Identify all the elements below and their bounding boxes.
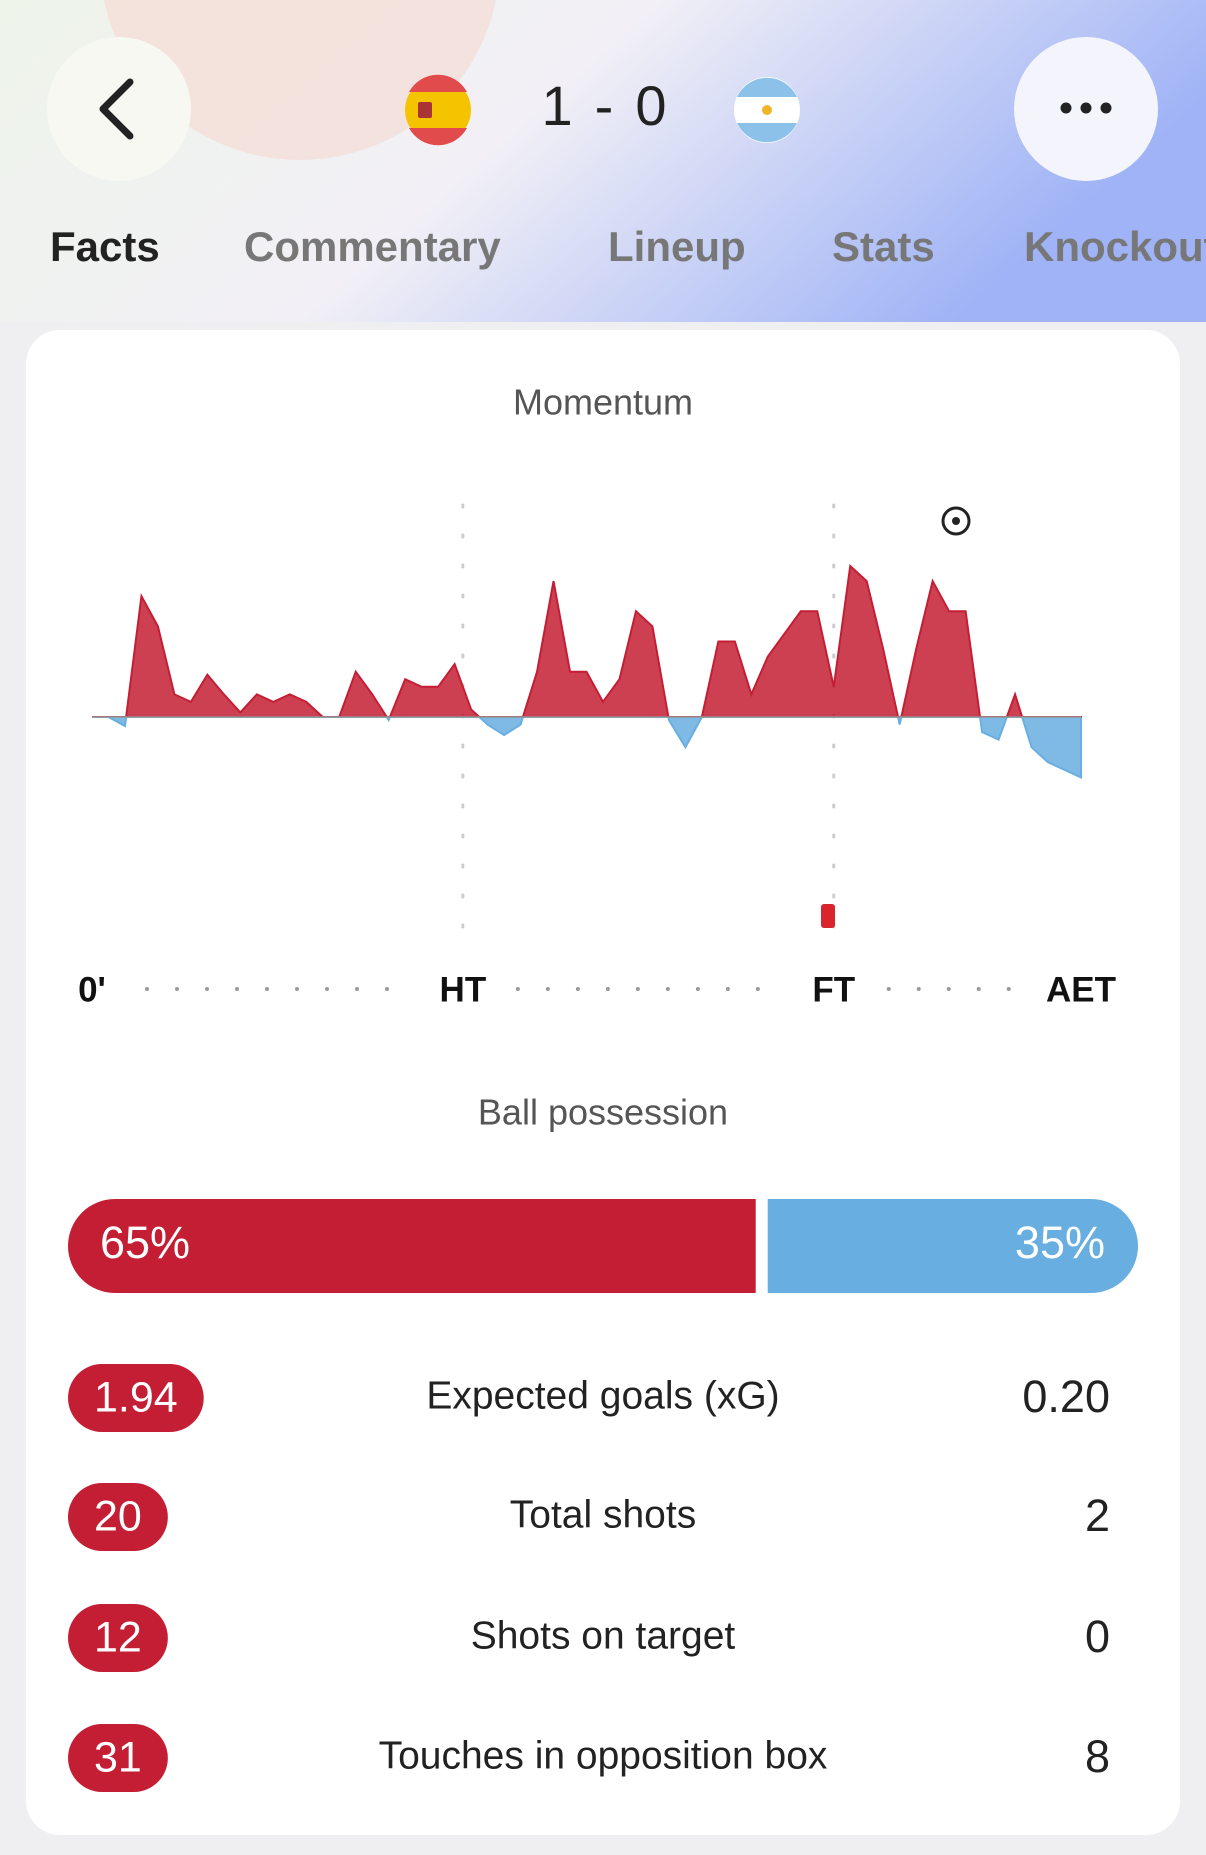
home-value-pill	[68, 1364, 204, 1432]
home-value: 1.94	[94, 1373, 178, 1421]
tab[interactable]: Facts	[50, 223, 160, 270]
home-value-pill	[68, 1483, 168, 1551]
x-tick-label: FT	[812, 970, 855, 1009]
back-button[interactable]	[47, 37, 191, 181]
away-value: 0	[1085, 1611, 1110, 1662]
home-value-pill	[68, 1604, 168, 1672]
possession-home-label: 65%	[100, 1217, 190, 1268]
momentum-area	[92, 563, 1082, 779]
home-score: 1	[542, 74, 573, 137]
more-icon	[1060, 102, 1112, 114]
stat-label: Touches in opposition box	[379, 1734, 828, 1777]
home-value: 20	[94, 1492, 142, 1540]
x-tick-label: HT	[440, 970, 487, 1009]
momentum-title: Momentum	[513, 382, 693, 423]
stat-label: Shots on target	[471, 1614, 736, 1657]
away-score: 0	[635, 74, 666, 137]
possession-home-bar	[68, 1199, 756, 1293]
home-value: 12	[94, 1613, 142, 1661]
stat-label: Total shots	[510, 1493, 696, 1536]
possession-away-label: 35%	[1015, 1217, 1105, 1268]
stats-card	[26, 330, 1180, 1835]
tab[interactable]: Lineup	[608, 223, 746, 270]
goal-icon-center	[952, 517, 960, 525]
stat-label: Expected goals (xG)	[426, 1374, 779, 1417]
tab[interactable]: Commentary	[244, 223, 501, 270]
away-value: 8	[1085, 1731, 1110, 1782]
home-value: 31	[94, 1733, 142, 1781]
header-decor	[104, 0, 496, 160]
tab[interactable]: Knockout	[1024, 223, 1206, 270]
tab[interactable]: Stats	[832, 223, 935, 270]
home-flag	[405, 74, 471, 146]
away-value: 2	[1085, 1490, 1110, 1541]
x-tick-label: 0'	[78, 970, 106, 1009]
away-flag	[734, 77, 800, 143]
x-tick-label: AET	[1046, 970, 1116, 1009]
possession-title: Ball possession	[478, 1092, 728, 1133]
possession-away-bar	[767, 1199, 1138, 1293]
away-value: 0.20	[1022, 1371, 1110, 1422]
score: 1-0	[542, 74, 667, 137]
red-card-icon	[821, 904, 835, 928]
back-icon	[99, 78, 134, 140]
home-value-pill	[68, 1724, 168, 1792]
score-separator: -	[595, 74, 614, 137]
